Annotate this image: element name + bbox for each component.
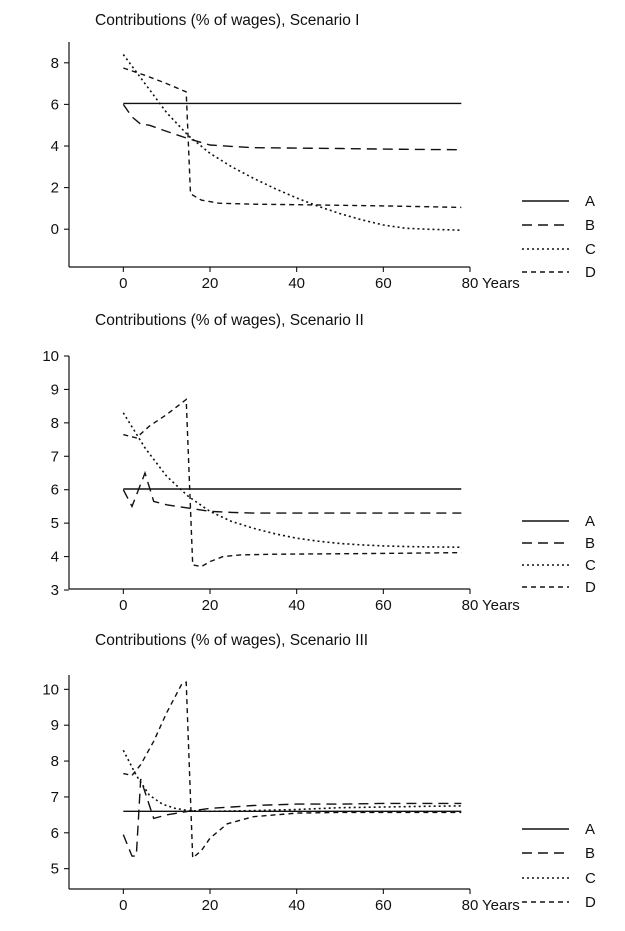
x-tick-label: 40: [288, 897, 305, 914]
legend-label: A: [585, 193, 595, 210]
y-tick-label: 2: [51, 180, 59, 197]
y-tick-label: 0: [51, 221, 59, 238]
series-line-d: [123, 398, 462, 568]
series-line-b: [122, 104, 462, 151]
y-tick-label: 4: [51, 549, 59, 566]
x-tick-label: 80: [462, 597, 479, 614]
legend-label: C: [585, 870, 596, 887]
x-tick-label: 60: [375, 275, 392, 292]
y-tick-label: 7: [51, 448, 59, 465]
y-tick-label: 3: [51, 582, 59, 599]
y-tick-label: 9: [51, 717, 59, 734]
x-axis-label: Years: [482, 275, 520, 292]
x-tick-label: 20: [202, 275, 219, 292]
series-line-d: [123, 67, 462, 209]
y-tick-label: 6: [51, 482, 59, 499]
y-tick-label: 6: [51, 96, 59, 113]
y-tick-label: 10: [42, 348, 59, 365]
legend-label: A: [585, 513, 595, 530]
series-line-c: [122, 54, 462, 231]
chart-panel-scenario-3: Contributions (% of wages), Scenario III…: [0, 600, 625, 931]
y-tick-label: 10: [42, 681, 59, 698]
chart-title: Contributions (% of wages), Scenario I: [95, 12, 360, 29]
x-tick-label: 60: [375, 897, 392, 914]
series-line-b: [122, 778, 462, 857]
legend-label: C: [585, 557, 596, 574]
x-tick-label: 20: [202, 597, 219, 614]
legend-label: B: [585, 217, 595, 234]
x-tick-label: 0: [119, 897, 127, 914]
y-tick-label: 8: [51, 55, 59, 72]
x-tick-label: 20: [202, 897, 219, 914]
chart-title: Contributions (% of wages), Scenario III: [95, 632, 369, 649]
legend-label: D: [585, 264, 596, 281]
x-tick-label: 0: [119, 275, 127, 292]
legend-label: C: [585, 241, 596, 258]
chart-title: Contributions (% of wages), Scenario II: [95, 312, 364, 329]
series-line-b: [122, 470, 462, 514]
y-tick-label: 8: [51, 753, 59, 770]
y-tick-label: 4: [51, 138, 59, 155]
series-line-c: [122, 749, 462, 813]
x-tick-label: 40: [288, 275, 305, 292]
y-tick-label: 6: [51, 825, 59, 842]
x-axis-label: Years: [482, 597, 520, 614]
x-tick-label: 80: [462, 897, 479, 914]
legend-label: B: [585, 535, 595, 552]
y-tick-label: 7: [51, 789, 59, 806]
y-tick-label: 5: [51, 515, 59, 532]
x-tick-label: 80: [462, 275, 479, 292]
series-line-c: [122, 412, 462, 548]
x-axis-label: Years: [482, 897, 520, 914]
y-tick-label: 9: [51, 381, 59, 398]
legend-label: B: [585, 845, 595, 862]
legend-label: A: [585, 821, 595, 838]
x-tick-label: 40: [288, 597, 305, 614]
x-tick-label: 60: [375, 597, 392, 614]
y-tick-label: 5: [51, 861, 59, 878]
legend-label: D: [585, 894, 596, 911]
chart-panel-scenario-2: Contributions (% of wages), Scenario II …: [0, 300, 625, 614]
y-tick-label: 8: [51, 415, 59, 432]
series-line-d: [123, 681, 462, 860]
legend-label: D: [585, 579, 596, 596]
chart-panel-scenario-1: Contributions (% of wages), Scenario I 0…: [0, 0, 625, 300]
x-tick-label: 0: [119, 597, 127, 614]
